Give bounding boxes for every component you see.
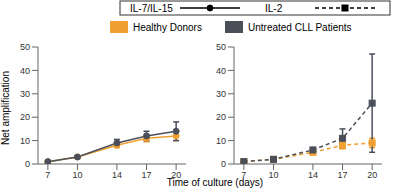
svg-text:20: 20	[216, 112, 226, 122]
svg-text:Time of culture (days): Time of culture (days)	[167, 177, 263, 188]
svg-text:7: 7	[45, 170, 50, 180]
svg-text:20: 20	[20, 112, 30, 122]
svg-text:17: 17	[142, 170, 152, 180]
svg-text:Net amplification: Net amplification	[8, 71, 11, 145]
svg-text:10: 10	[216, 136, 226, 146]
svg-text:7: 7	[241, 170, 246, 180]
svg-text:30: 30	[216, 89, 226, 99]
svg-text:10: 10	[20, 136, 30, 146]
svg-text:10: 10	[72, 170, 82, 180]
svg-text:IL-7/IL-15: IL-7/IL-15	[130, 3, 173, 14]
svg-text:20: 20	[171, 170, 181, 180]
svg-text:17: 17	[338, 170, 348, 180]
svg-text:50: 50	[20, 42, 30, 52]
svg-text:0: 0	[221, 159, 226, 169]
svg-text:0: 0	[25, 159, 30, 169]
svg-text:50: 50	[216, 42, 226, 52]
svg-text:Healthy Donors: Healthy Donors	[133, 22, 202, 33]
svg-text:20: 20	[367, 170, 377, 180]
svg-text:40: 40	[216, 66, 226, 76]
svg-text:40: 40	[20, 66, 30, 76]
svg-text:14: 14	[308, 170, 318, 180]
svg-text:30: 30	[20, 89, 30, 99]
svg-text:Untreated CLL Patients: Untreated CLL Patients	[248, 22, 352, 33]
svg-text:14: 14	[112, 170, 122, 180]
svg-text:10: 10	[268, 170, 278, 180]
svg-text:IL-2: IL-2	[265, 3, 283, 14]
